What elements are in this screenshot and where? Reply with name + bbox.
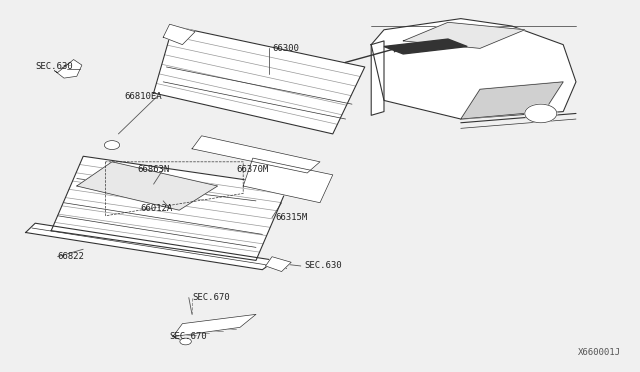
Polygon shape: [54, 60, 82, 78]
Text: 66810EA: 66810EA: [125, 92, 163, 101]
Text: 66822: 66822: [58, 252, 84, 261]
Polygon shape: [154, 26, 365, 134]
Text: 66370M: 66370M: [237, 165, 269, 174]
Circle shape: [180, 338, 191, 345]
Text: SEC.670: SEC.670: [192, 293, 230, 302]
Polygon shape: [266, 257, 291, 272]
Polygon shape: [243, 158, 333, 203]
Polygon shape: [403, 22, 525, 48]
Polygon shape: [192, 136, 320, 173]
Polygon shape: [77, 162, 218, 210]
Polygon shape: [163, 24, 195, 45]
Text: SEC.670: SEC.670: [170, 332, 207, 341]
Polygon shape: [173, 314, 256, 337]
Text: 66315M: 66315M: [275, 213, 307, 222]
Text: 66012A: 66012A: [141, 204, 173, 213]
Text: SEC.630: SEC.630: [35, 62, 73, 71]
Text: 66863N: 66863N: [138, 165, 170, 174]
Polygon shape: [384, 39, 467, 54]
Text: 66300: 66300: [272, 44, 299, 53]
Circle shape: [525, 104, 557, 123]
Polygon shape: [371, 41, 384, 115]
Polygon shape: [461, 82, 563, 119]
Polygon shape: [371, 19, 576, 119]
Polygon shape: [51, 156, 288, 260]
Polygon shape: [26, 223, 275, 270]
Text: SEC.630: SEC.630: [304, 262, 342, 270]
Circle shape: [104, 141, 120, 150]
Text: X660001J: X660001J: [578, 348, 621, 357]
